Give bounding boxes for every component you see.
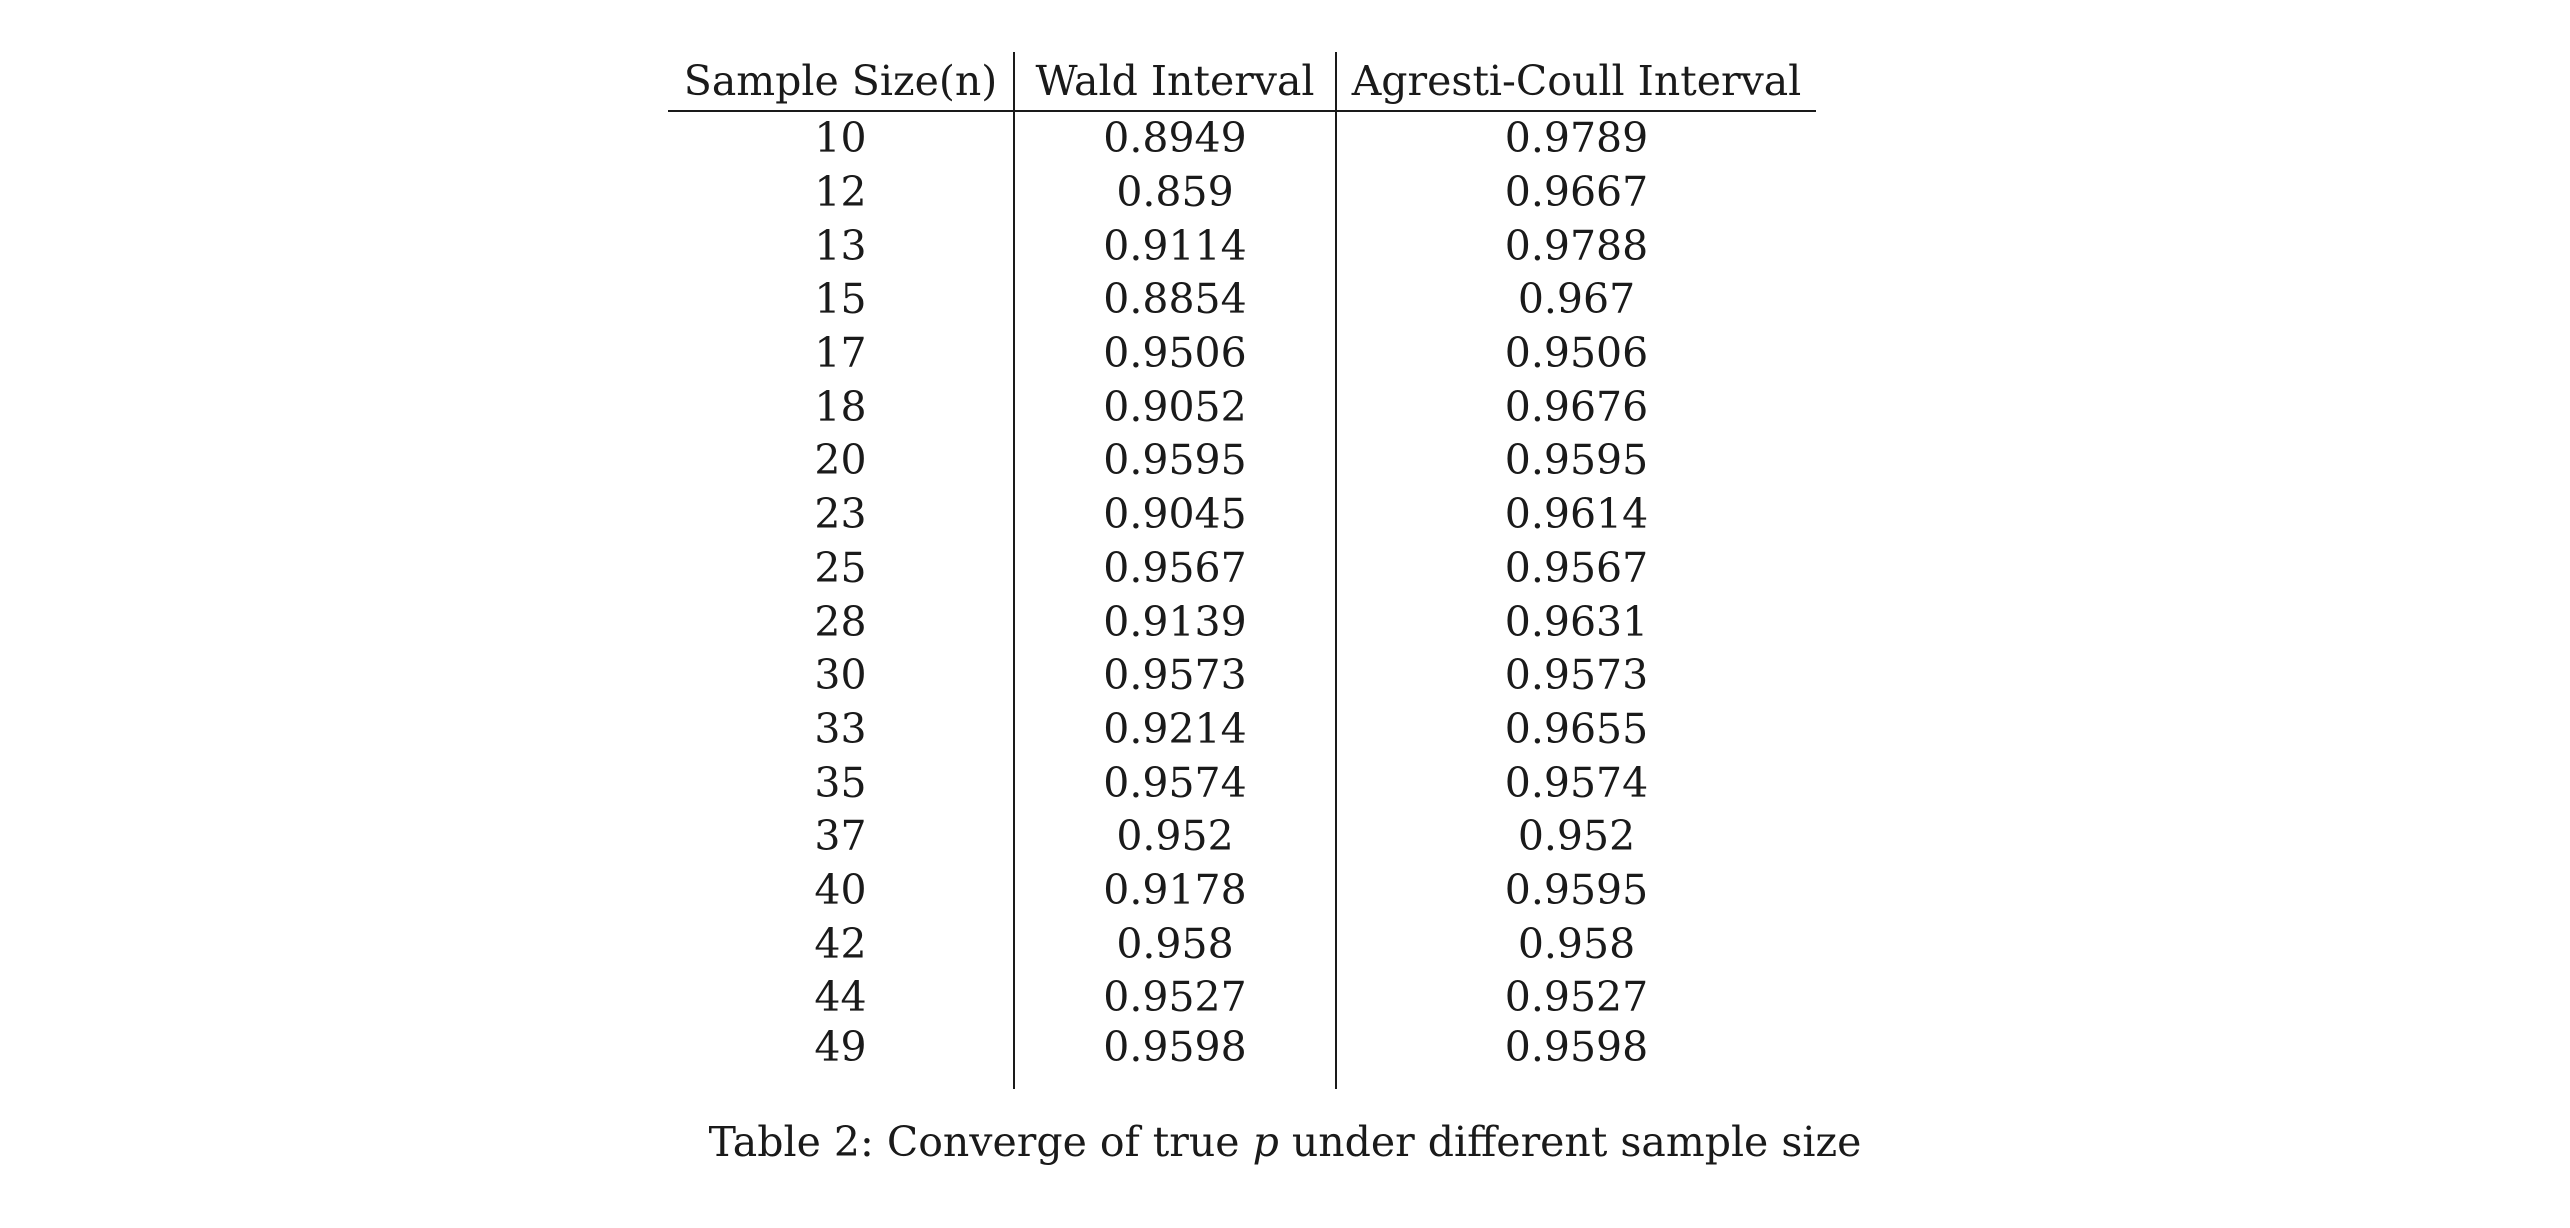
cell-agresti-coull-interval: 0.9631 (1504, 597, 1649, 646)
header-wald-interval: Wald Interval (1014, 52, 1337, 112)
table-header-row: Sample Size(n) Wald Interval Agresti-Cou… (668, 52, 1816, 112)
caption-text-before: Converge of true (886, 1118, 1240, 1166)
cell-agresti-coull-interval: 0.9655 (1504, 704, 1649, 753)
table-row: 10 0.8949 0.9789 (668, 111, 1816, 166)
cell-sample-size: 15 (668, 273, 1015, 327)
caption-text-after: under different sample size (1291, 1118, 1862, 1166)
cell-sample-size: 20 (668, 434, 1015, 488)
cell-wald-interval: 0.9595 (1014, 434, 1337, 488)
cell-wald-interval: 0.9139 (1014, 595, 1337, 649)
cell-sample-size: 42 (668, 917, 1015, 971)
table-row: 40 0.9178 0.9595 (668, 863, 1816, 918)
cell-wald-interval: 0.9045 (1014, 487, 1337, 542)
cell-agresti-coull-interval: 0.9595 (1504, 436, 1649, 485)
cell-wald-interval: 0.9598 (1014, 1024, 1337, 1089)
cell-wald-interval: 0.8949 (1014, 111, 1337, 166)
table-row: 28 0.9139 0.9631 (668, 595, 1816, 649)
cell-wald-interval: 0.9527 (1014, 971, 1337, 1025)
cell-sample-size: 28 (668, 595, 1015, 649)
cell-wald-interval: 0.9574 (1014, 756, 1337, 810)
cell-wald-interval: 0.9573 (1014, 648, 1337, 703)
cell-sample-size: 37 (668, 809, 1015, 864)
table-row: 44 0.9527 0.9527 (668, 971, 1816, 1025)
cell-sample-size: 40 (668, 863, 1015, 918)
cell-wald-interval: 0.9178 (1014, 863, 1337, 918)
cell-agresti-coull-interval: 0.9676 (1504, 382, 1649, 431)
table-body: 10 0.8949 0.9789 12 0.859 0.9667 13 0.9114 0.978… (668, 111, 1816, 1089)
table-row: 20 0.9595 0.9595 (668, 434, 1816, 488)
table-row: 25 0.9567 0.9567 (668, 541, 1816, 596)
cell-sample-size: 44 (668, 971, 1015, 1025)
cell-sample-size: 49 (668, 1024, 1015, 1089)
cell-wald-interval: 0.9567 (1014, 541, 1337, 596)
cell-sample-size: 33 (668, 702, 1015, 757)
cell-wald-interval: 0.958 (1014, 917, 1337, 971)
cell-agresti-coull-interval: 0.9574 (1504, 758, 1649, 807)
cell-wald-interval: 0.9114 (1014, 219, 1337, 274)
cell-sample-size: 17 (668, 326, 1015, 381)
table-row: 23 0.9045 0.9614 (668, 487, 1816, 542)
header-sample-size: Sample Size(n) (668, 52, 1015, 112)
cell-agresti-coull-interval: 0.9789 (1504, 114, 1649, 163)
cell-sample-size: 12 (668, 165, 1015, 220)
table-row: 13 0.9114 0.9788 (668, 219, 1816, 274)
cell-agresti-coull-interval: 0.9614 (1504, 490, 1649, 539)
cell-sample-size: 25 (668, 541, 1015, 596)
cell-wald-interval: 0.9214 (1014, 702, 1337, 757)
cell-sample-size: 35 (668, 756, 1015, 810)
cell-agresti-coull-interval: 0.9788 (1504, 221, 1649, 270)
cell-wald-interval: 0.8854 (1014, 273, 1337, 327)
cell-agresti-coull-interval: 0.9667 (1504, 168, 1649, 217)
table-row: 15 0.8854 0.967 (668, 273, 1816, 327)
caption-label: Table 2: (708, 1118, 874, 1166)
cell-sample-size: 18 (668, 380, 1015, 435)
cell-agresti-coull-interval: 0.958 (1517, 919, 1636, 968)
cell-agresti-coull-interval: 0.952 (1517, 812, 1636, 861)
table-row: 49 0.9598 0.9598 (668, 1022, 1816, 1089)
caption-variable-p: p (1252, 1118, 1279, 1166)
table-row: 37 0.952 0.952 (668, 809, 1816, 864)
cell-agresti-coull-interval: 0.9506 (1504, 329, 1649, 378)
cell-wald-interval: 0.952 (1014, 809, 1337, 864)
header-agresti-coull-interval: Agresti-Coull Interval (1336, 52, 1816, 112)
coverage-table: Sample Size(n) Wald Interval Agresti-Cou… (668, 52, 1816, 1089)
table-row: 18 0.9052 0.9676 (668, 380, 1816, 435)
cell-agresti-coull-interval: 0.967 (1517, 275, 1636, 324)
table-row: 17 0.9506 0.9506 (668, 326, 1816, 381)
cell-sample-size: 30 (668, 648, 1015, 703)
table-row: 30 0.9573 0.9573 (668, 648, 1816, 703)
table-row: 12 0.859 0.9667 (668, 165, 1816, 220)
cell-sample-size: 13 (668, 219, 1015, 274)
table-row: 35 0.9574 0.9574 (668, 756, 1816, 810)
cell-agresti-coull-interval: 0.9598 (1504, 1022, 1649, 1071)
cell-agresti-coull-interval: 0.9527 (1504, 973, 1649, 1022)
cell-wald-interval: 0.9052 (1014, 380, 1337, 435)
coverage-table-container: Sample Size(n) Wald Interval Agresti-Cou… (668, 52, 1816, 1089)
cell-sample-size: 10 (668, 111, 1015, 166)
cell-agresti-coull-interval: 0.9567 (1504, 543, 1649, 592)
table-row: 33 0.9214 0.9655 (668, 702, 1816, 757)
table-caption: Table 2: Converge of true p under differ… (0, 1118, 2570, 1166)
cell-wald-interval: 0.9506 (1014, 326, 1337, 381)
cell-agresti-coull-interval: 0.9573 (1504, 651, 1649, 700)
cell-agresti-coull-interval: 0.9595 (1504, 865, 1649, 914)
cell-wald-interval: 0.859 (1014, 165, 1337, 220)
cell-sample-size: 23 (668, 487, 1015, 542)
table-row: 42 0.958 0.958 (668, 917, 1816, 971)
